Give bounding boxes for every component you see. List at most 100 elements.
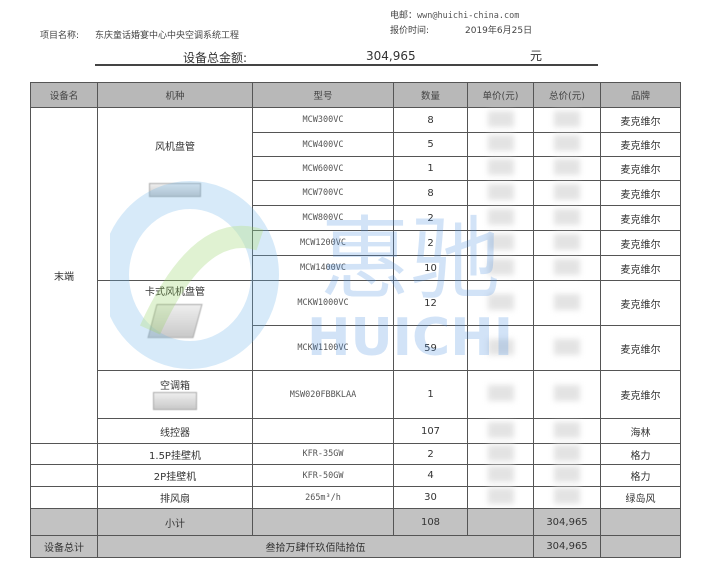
table-row: MCW800VC 2 麦克维尔 — [31, 205, 681, 231]
brand-cell: 麦克维尔 — [600, 180, 681, 206]
group-cell — [30, 443, 98, 465]
blurred-price — [487, 293, 514, 310]
model-cell: MCW1400VC — [252, 255, 394, 281]
date-label: 报价时间: — [390, 26, 430, 36]
total-price-cell — [533, 255, 601, 281]
col-header: 品牌 — [600, 82, 681, 108]
table-row: 卡式风机盘管 MCKW1000VC 12 麦克维尔 — [31, 280, 681, 371]
blurred-price — [487, 421, 514, 438]
brand-cell: 麦克维尔 — [600, 370, 681, 419]
fcu-image — [149, 183, 201, 197]
total-price-cell — [533, 180, 601, 206]
model-cell: KFR-35GW — [252, 443, 394, 465]
total-price-cell — [533, 464, 601, 487]
email-line: 电邮：wwn@huichi-china.com — [390, 8, 519, 21]
blurred-price — [554, 385, 580, 401]
blurred-price — [554, 110, 580, 127]
type-cell: 2P挂壁机 — [97, 464, 253, 487]
model-cell: MCKW1000VC — [252, 280, 394, 326]
project-name: 东庆童话婚宴中心中央空调系统工程 — [95, 31, 240, 41]
table-row: MCW400VC 5 麦克维尔 — [31, 132, 681, 157]
total-price-cell — [533, 370, 601, 419]
total-label: 设备总金额: — [183, 51, 248, 65]
qty-cell: 1 — [393, 370, 468, 419]
blurred-price — [487, 444, 514, 461]
unit-price-cell — [467, 325, 534, 371]
blurred-price — [487, 258, 514, 275]
table-row: 排风扇 265m³/h 30 绿岛风 — [30, 486, 681, 509]
type-cell: 线控器 — [97, 418, 253, 444]
qty-cell: 30 — [393, 486, 468, 509]
total-price-cell — [533, 132, 601, 157]
table-header: 设备名 机种 型号 数量 单价(元) 总价(元) 品牌 — [30, 82, 681, 108]
subtotal-qty: 108 — [393, 508, 468, 536]
blurred-price — [487, 135, 514, 151]
blurred-price — [554, 338, 580, 355]
unit-price-cell — [467, 280, 534, 326]
type-label: 卡式风机盘管 — [145, 287, 205, 298]
group-cell — [30, 486, 98, 509]
grand-total-row: 设备总计 叁拾万肆仟玖佰陆拾伍 304,965 — [30, 535, 681, 558]
blurred-price — [487, 233, 514, 250]
brand-cell: 麦克维尔 — [600, 325, 681, 371]
qty-cell: 107 — [393, 418, 468, 444]
type-label: 风机盘管 — [155, 142, 195, 153]
brand-cell: 格力 — [600, 443, 681, 465]
table-row: MCW1200VC 2 麦克维尔 — [31, 230, 681, 256]
email: wwn@huichi-china.com — [417, 11, 520, 21]
type-cell: 风机盘管 — [97, 107, 253, 281]
table-row: 2P挂壁机 KFR-50GW 4 格力 — [30, 464, 681, 487]
model-cell: MCW600VC — [252, 156, 394, 181]
unit-price-cell — [467, 156, 534, 181]
model-cell: 265m³/h — [252, 486, 394, 509]
quote-table: 设备名 机种 型号 数量 单价(元) 总价(元) 品牌 末端 风机盘管 MCW300… — [30, 82, 681, 558]
currency: 元 — [530, 49, 543, 63]
blurred-price — [554, 159, 580, 175]
blurred-price — [554, 421, 580, 438]
type-cell: 空调箱 — [97, 370, 253, 419]
total-price-cell — [533, 325, 601, 371]
subtotal-total: 304,965 — [533, 508, 601, 536]
qty-cell: 4 — [393, 464, 468, 487]
model-cell — [252, 418, 394, 444]
subtotal-label: 小计 — [97, 508, 253, 536]
table-row: 线控器 107 海林 — [31, 418, 681, 444]
blurred-price — [487, 208, 514, 225]
table-row: 1.5P挂壁机 KFR-35GW 2 格力 — [30, 443, 681, 465]
qty-cell: 2 — [393, 230, 468, 256]
unit-price-cell — [467, 180, 534, 206]
empty-cell — [252, 508, 394, 536]
model-cell: MCW300VC — [252, 107, 394, 133]
blurred-price — [554, 488, 580, 504]
grand-total-words: 叁拾万肆仟玖佰陆拾伍 — [97, 535, 534, 558]
total-value: 304,965 — [366, 49, 416, 63]
qty-cell: 59 — [393, 325, 468, 371]
blurred-price — [487, 385, 514, 401]
table-row: 末端 风机盘管 MCW300VC 8 麦克维尔 — [30, 107, 681, 444]
type-cell: 卡式风机盘管 — [97, 280, 253, 371]
blurred-price — [487, 110, 514, 127]
col-header: 设备名 — [30, 82, 98, 108]
blurred-price — [487, 183, 514, 200]
brand-cell: 绿岛风 — [600, 486, 681, 509]
group-cell — [30, 464, 98, 487]
unit-price-cell — [467, 205, 534, 231]
ahu-image — [153, 391, 197, 410]
table-row: 空调箱 MSW020FBBKLAA 1 麦克维尔 — [31, 370, 681, 419]
unit-price-cell — [467, 230, 534, 256]
subtotal-row: 小计 108 304,965 — [30, 508, 681, 536]
model-cell: MSW020FBBKLAA — [252, 370, 394, 419]
qty-cell: 12 — [393, 280, 468, 326]
unit-price-cell — [467, 418, 534, 444]
grand-total-value: 304,965 — [533, 535, 601, 558]
model-cell: MCW400VC — [252, 132, 394, 157]
total-price-cell — [533, 205, 601, 231]
brand-cell: 麦克维尔 — [600, 230, 681, 256]
blurred-price — [554, 466, 580, 482]
unit-price-cell — [467, 107, 534, 133]
brand-cell: 麦克维尔 — [600, 107, 681, 133]
unit-price-cell — [467, 443, 534, 465]
total-underline — [95, 64, 598, 66]
total-price-cell — [533, 443, 601, 465]
unit-price-cell — [467, 255, 534, 281]
